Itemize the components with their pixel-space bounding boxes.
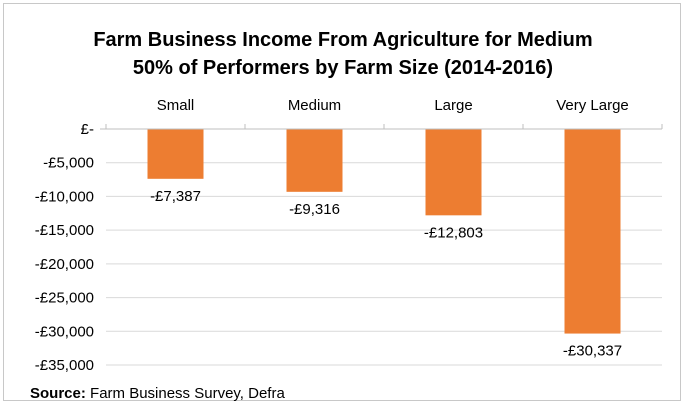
source-text: Farm Business Survey, Defra	[90, 385, 285, 402]
y-tick-label: -£10,000	[35, 188, 94, 205]
category-label: Large	[434, 97, 472, 114]
category-label: Very Large	[556, 97, 629, 114]
y-tick-label: -£5,000	[43, 155, 94, 172]
chart-title-line-1: Farm Business Income From Agriculture fo…	[93, 29, 593, 51]
y-tick-label: £-	[81, 121, 94, 138]
y-tick-label: -£20,000	[35, 256, 94, 273]
data-label: -£7,387	[150, 188, 201, 205]
source-note: Source: Farm Business Survey, Defra	[30, 385, 285, 402]
data-label: -£12,803	[424, 224, 483, 241]
source-label: Source:	[30, 385, 86, 402]
bar	[564, 129, 621, 334]
category-label: Medium	[288, 97, 341, 114]
category-label: Small	[157, 97, 195, 114]
y-tick-label: -£25,000	[35, 290, 94, 307]
chart-title-line-2: 50% of Performers by Farm Size (2014-201…	[132, 57, 554, 79]
y-tick-label: -£15,000	[35, 222, 94, 239]
bar	[147, 129, 204, 179]
data-label: -£30,337	[563, 343, 622, 360]
bar	[286, 129, 343, 192]
data-label: -£9,316	[289, 201, 340, 218]
bar	[425, 129, 482, 216]
y-tick-label: -£35,000	[35, 357, 94, 374]
y-tick-label: -£30,000	[35, 323, 94, 340]
